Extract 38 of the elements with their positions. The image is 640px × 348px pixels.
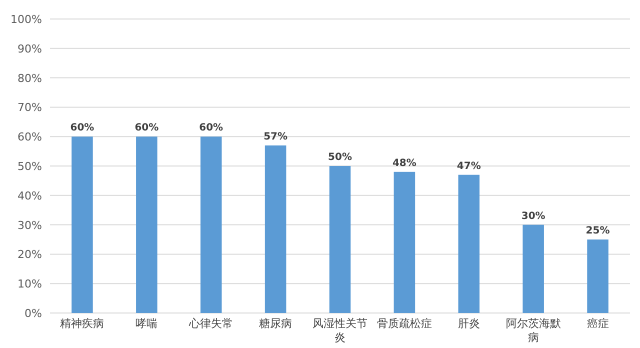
data-label: 25% [586, 226, 610, 236]
bar [264, 145, 286, 313]
bar [72, 136, 93, 313]
x-tick-label: 哮喘 [136, 317, 158, 330]
bar [394, 172, 416, 313]
x-tick-label: 精神疾病 [60, 317, 104, 330]
data-label: 60% [70, 122, 94, 134]
data-label: 50% [328, 152, 352, 163]
y-tick-label: 70% [18, 101, 42, 114]
data-label: 57% [264, 131, 288, 142]
bar [458, 174, 480, 313]
data-label: 30% [521, 210, 546, 222]
x-tick-label: 风湿性关节炎 [312, 317, 368, 344]
x-tick-label: 癌症 [586, 317, 609, 330]
data-label: 47% [456, 160, 481, 172]
y-tick-label: 40% [18, 189, 42, 202]
y-tick-label: 0% [24, 307, 42, 320]
bar [329, 166, 351, 313]
x-tick-label: 骨质疏松症 [376, 317, 432, 330]
y-tick-label: 60% [18, 130, 42, 144]
bar [522, 224, 544, 313]
x-tick-label: 心律失常 [188, 317, 234, 330]
bar [200, 136, 222, 313]
y-tick-label: 20% [18, 248, 42, 262]
y-tick-label: 80% [18, 72, 42, 85]
x-tick-label: 阿尔茨海默病 [506, 317, 561, 344]
data-label: 60% [199, 122, 224, 134]
bar [136, 136, 158, 313]
data-label: 48% [392, 158, 416, 169]
y-tick-label: 100% [10, 13, 42, 26]
bar [587, 240, 608, 313]
y-tick-label: 10% [18, 278, 42, 291]
data-label: 60% [134, 122, 159, 134]
y-tick-label: 50% [18, 160, 42, 173]
y-tick-label: 30% [18, 218, 42, 232]
x-tick-label: 糖尿病 [259, 317, 292, 330]
y-tick-label: 90% [18, 42, 42, 56]
x-tick-label: 肝炎 [458, 317, 480, 330]
